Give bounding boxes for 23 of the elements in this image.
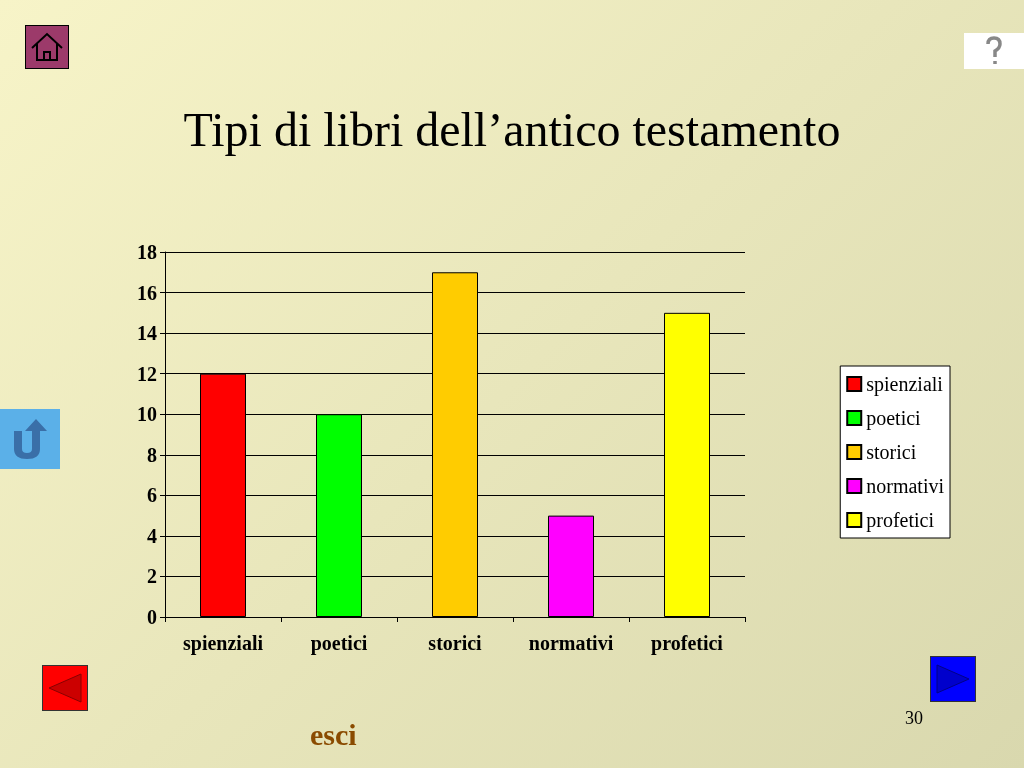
y-tick-label: 6	[147, 484, 157, 507]
y-tick-label: 0	[147, 606, 157, 628]
y-tick-label: 4	[147, 524, 157, 547]
x-tick-label: normativi	[528, 632, 614, 654]
x-tick-label: storici	[428, 632, 483, 654]
y-tick-label: 8	[147, 443, 157, 466]
chart-title: Tipi di libri dell’antico testamento	[182, 102, 842, 157]
legend-label: poetici	[866, 407, 922, 430]
text: esci	[310, 718, 357, 752]
legend-label: storici	[866, 441, 917, 463]
legend-label: normativi	[866, 475, 945, 497]
x-tick-label: spienziali	[182, 632, 264, 655]
y-tick-label: 18	[137, 241, 157, 263]
legend-label: spienziali	[866, 373, 944, 396]
y-tick-label: 10	[137, 403, 157, 426]
x-tick-label: profetici	[651, 632, 724, 655]
legend-label: profetici	[866, 509, 935, 532]
text: 30	[905, 708, 923, 729]
y-tick-label: 12	[137, 362, 157, 385]
y-tick-label: 16	[137, 281, 157, 304]
y-tick-label: 14	[137, 322, 157, 345]
y-tick-label: 2	[147, 565, 157, 588]
x-tick-label: poetici	[310, 632, 368, 655]
